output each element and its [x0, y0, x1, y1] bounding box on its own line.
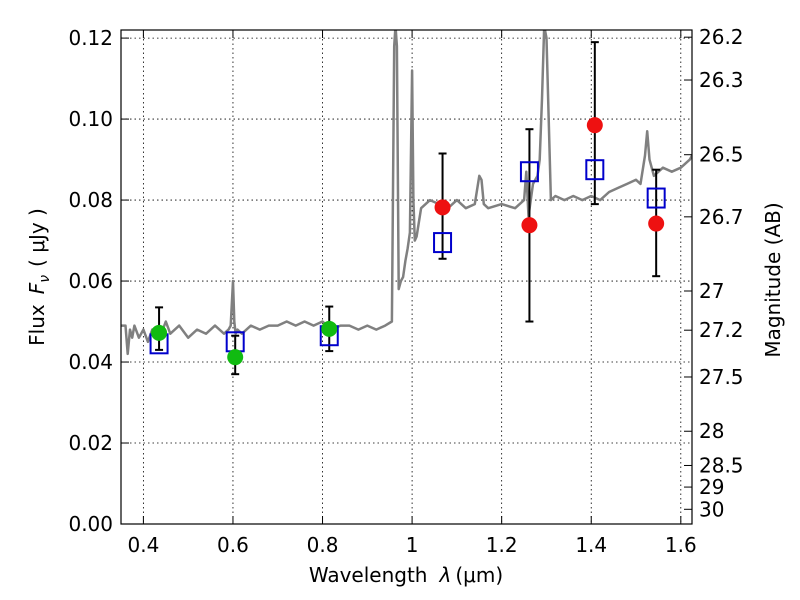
observed-flux-point [648, 215, 665, 232]
y2-tick-label: 27 [699, 279, 724, 303]
x-axis-title: Wavelength λ (μm) [309, 563, 503, 587]
y-tick-label: 0.06 [68, 269, 113, 293]
x-tick-label: 1 [406, 533, 419, 557]
y2-tick-label: 28 [699, 419, 724, 443]
x-tick-label: 0.4 [127, 533, 159, 557]
model-photometry-square [433, 232, 453, 254]
model-photometry-square [585, 159, 605, 181]
y-tick-label: 0.10 [68, 107, 113, 131]
x-axis: 0.4 0.6 0.8 1 1.2 1.4 1.6 [127, 30, 697, 557]
y2-tick-label: 28.5 [699, 453, 744, 477]
y2-tick-label: 30 [699, 497, 724, 521]
y-axis: 0.00 0.02 0.04 0.06 0.08 0.10 0.12 [68, 26, 129, 536]
model-spectrum-line [121, 30, 692, 356]
model-photometry-square [646, 187, 666, 209]
y2-tick-label: 27.5 [699, 365, 744, 389]
observed-flux-point [151, 324, 168, 341]
observed-flux-point [586, 117, 603, 134]
x-tick-label: 0.6 [217, 533, 249, 557]
model-photometry-square [519, 161, 539, 183]
y2-tick-label: 26.3 [699, 68, 744, 92]
y-tick-label: 0.00 [68, 512, 113, 536]
y2-tick-label: 29 [699, 475, 724, 499]
y2-tick-label: 26.2 [699, 25, 744, 49]
y2-axis-title: Magnitude (AB) [761, 202, 785, 357]
y-tick-label: 0.02 [68, 431, 113, 455]
model-spectrum [121, 30, 692, 356]
grid-lines [121, 30, 692, 525]
x-tick-label: 1.2 [486, 533, 518, 557]
y-tick-label: 0.08 [68, 188, 113, 212]
x-tick-label: 1.6 [665, 533, 697, 557]
x-tick-label: 1.4 [575, 533, 607, 557]
y-axis-title: FluxFν( μJy ) [25, 208, 53, 346]
y2-tick-label: 26.5 [699, 143, 744, 167]
y2-tick-label: 26.7 [699, 205, 744, 229]
observed-flux-point [321, 320, 338, 337]
observed-flux-point [227, 349, 244, 366]
observed-flux-point [521, 217, 538, 234]
y2-tick-label: 27.2 [699, 318, 744, 342]
plot-frame [120, 29, 693, 525]
y-tick-label: 0.12 [68, 26, 113, 50]
observed-flux-point [434, 199, 451, 216]
x-tick-label: 0.8 [307, 533, 339, 557]
y-tick-label: 0.04 [68, 350, 113, 374]
photometry-points [149, 41, 666, 376]
